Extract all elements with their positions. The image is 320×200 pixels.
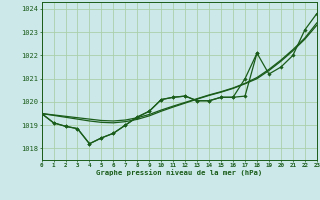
X-axis label: Graphe pression niveau de la mer (hPa): Graphe pression niveau de la mer (hPa) xyxy=(96,169,262,176)
